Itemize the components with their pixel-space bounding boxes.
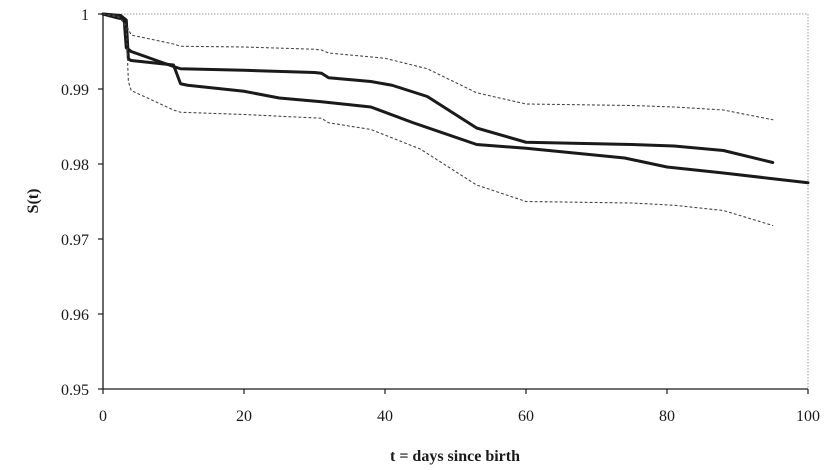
y-tick-label: 0.97 <box>61 232 89 249</box>
y-tick-label: 0.96 <box>61 307 89 324</box>
x-axis-title: t = days since birth <box>390 448 520 465</box>
x-tick-label: 100 <box>796 408 820 425</box>
x-tick-label: 60 <box>518 408 534 425</box>
series-layer <box>101 12 810 227</box>
x-tick-label: 80 <box>659 408 675 425</box>
confidence-band-line-4 <box>102 13 774 227</box>
x-tick-label: 20 <box>236 408 252 425</box>
y-tick-label: 0.98 <box>61 157 89 174</box>
y-tick-label: 1 <box>81 7 89 24</box>
x-tick-label: 0 <box>99 408 107 425</box>
confidence-band-line-3 <box>102 13 774 121</box>
y-tick-label: 0.95 <box>61 382 89 399</box>
axis-ticks: 0 20 40 60 80 100 0.95 0.96 0.97 0.98 0.99 1 <box>61 7 820 425</box>
y-tick-label: 0.99 <box>61 82 89 99</box>
x-tick-label: 40 <box>377 408 393 425</box>
y-axis-title: S(t) <box>25 189 42 214</box>
survival-curve-line-2 <box>101 12 810 185</box>
